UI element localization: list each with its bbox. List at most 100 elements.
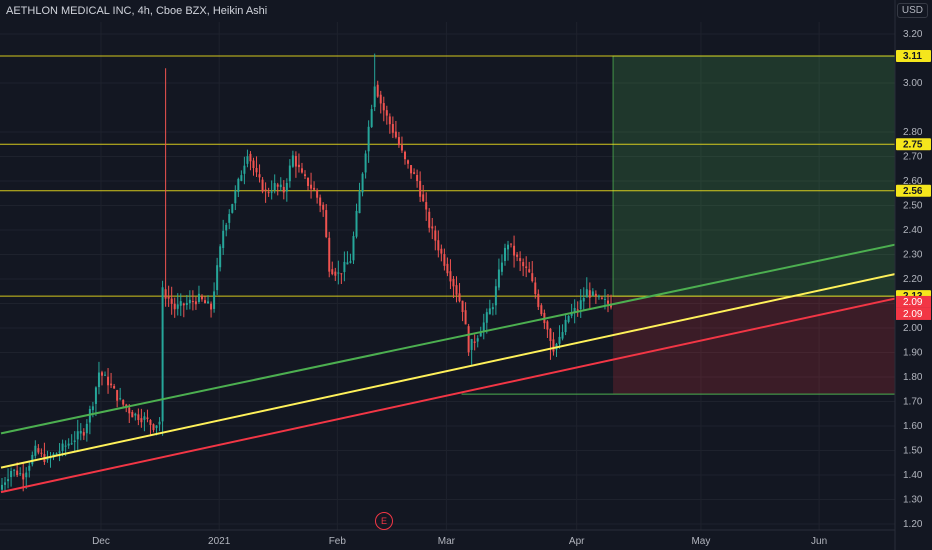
candle-body (149, 420, 152, 425)
candle-body (104, 374, 107, 376)
candle-body (503, 247, 506, 261)
candle-body (546, 321, 549, 330)
candle-body (67, 443, 70, 446)
candle-body (97, 372, 100, 388)
candle-body (137, 414, 140, 421)
candle-body (552, 339, 555, 352)
price-axis: 3.203.002.802.702.602.502.402.302.202.10… (894, 0, 932, 550)
candle-body (279, 184, 282, 188)
y-tick-label: 2.80 (903, 127, 923, 138)
candle-body (519, 258, 522, 262)
candle-body (582, 297, 585, 302)
candle-body (204, 300, 207, 304)
candle-body (219, 246, 222, 268)
candle-body (19, 473, 22, 475)
candle-body (197, 293, 200, 303)
candle-body (297, 164, 300, 168)
candle-body (407, 160, 410, 164)
price-badge (896, 295, 931, 308)
y-tick-label: 1.50 (903, 446, 923, 457)
candle-body (100, 372, 103, 376)
candle-body (240, 175, 243, 181)
candle-body (264, 189, 267, 192)
x-tick-label: Feb (329, 536, 347, 547)
candle-body (413, 172, 416, 174)
candle-body (55, 453, 58, 455)
candle-body (376, 84, 379, 97)
candle-body (76, 431, 79, 440)
candle-body (249, 153, 252, 162)
candle-body (91, 406, 94, 411)
candle-body (88, 408, 91, 423)
candle-body (588, 290, 591, 298)
candle-body (228, 214, 231, 223)
candle-body (304, 174, 306, 176)
candle-body (446, 263, 449, 274)
candle-body (449, 271, 452, 282)
currency-button[interactable]: USD (896, 3, 928, 18)
candle-body (146, 417, 149, 419)
y-tick-label: 2.30 (903, 250, 923, 261)
candle-body (537, 293, 540, 307)
level-badge-label: 3.11 (903, 51, 922, 62)
x-tick-label: 2021 (208, 536, 231, 547)
candle-body (210, 303, 213, 310)
candle-body (143, 416, 146, 420)
y-tick-label: 2.00 (903, 323, 923, 334)
candle-body (464, 310, 467, 325)
y-tick-label: 1.70 (903, 397, 923, 408)
candle-body (585, 289, 588, 298)
candle-body (597, 295, 600, 298)
candle-body (243, 165, 246, 174)
candle-body (361, 173, 364, 193)
candle-body (155, 425, 158, 429)
candle-body (128, 407, 131, 414)
candle-body (94, 387, 97, 404)
candle-body (540, 305, 543, 315)
candle-body (246, 156, 249, 164)
candle-body (131, 412, 134, 418)
trendline-2 (0, 273, 896, 469)
y-tick-label: 1.30 (903, 495, 923, 506)
candle-body (116, 390, 119, 401)
candle-body (473, 341, 476, 343)
candle-body (425, 202, 428, 210)
candle-body (258, 174, 261, 178)
candle-body (437, 240, 440, 251)
x-tick-label: Mar (438, 536, 456, 547)
candle-body (164, 289, 167, 299)
y-tick-label: 3.20 (903, 29, 923, 40)
candle-body (270, 191, 273, 193)
candle-body (70, 443, 73, 445)
candle-body (64, 445, 67, 447)
candle-body (534, 282, 537, 295)
price-badge (896, 307, 931, 320)
candle-body (500, 262, 503, 272)
candle-body (358, 191, 361, 214)
candle-body (161, 287, 164, 422)
candle-body (370, 109, 373, 127)
level-badge-3.11 (896, 50, 931, 63)
candle-body (352, 236, 355, 261)
earnings-marker[interactable]: E (375, 512, 393, 530)
candle-body (579, 300, 582, 310)
profit-zone (612, 55, 896, 297)
candle-body (340, 273, 343, 275)
candle-body (1, 484, 3, 490)
candle-body (410, 165, 413, 174)
candle-body (479, 332, 482, 337)
candle-body (182, 303, 185, 306)
x-tick-label: Dec (92, 536, 110, 547)
y-tick-label: 2.50 (903, 201, 923, 212)
candle-body (382, 103, 385, 111)
candle-body (482, 322, 485, 331)
candle-body (273, 183, 276, 191)
candle-body (82, 432, 85, 436)
chart-title: AETHLON MEDICAL INC, 4h, Cboe BZX, Heiki… (6, 5, 268, 17)
candle-body (394, 131, 397, 138)
candle-body (319, 197, 322, 206)
y-tick-label: 1.80 (903, 372, 923, 383)
y-tick-label: 2.40 (903, 225, 923, 236)
candle-body (494, 286, 497, 306)
